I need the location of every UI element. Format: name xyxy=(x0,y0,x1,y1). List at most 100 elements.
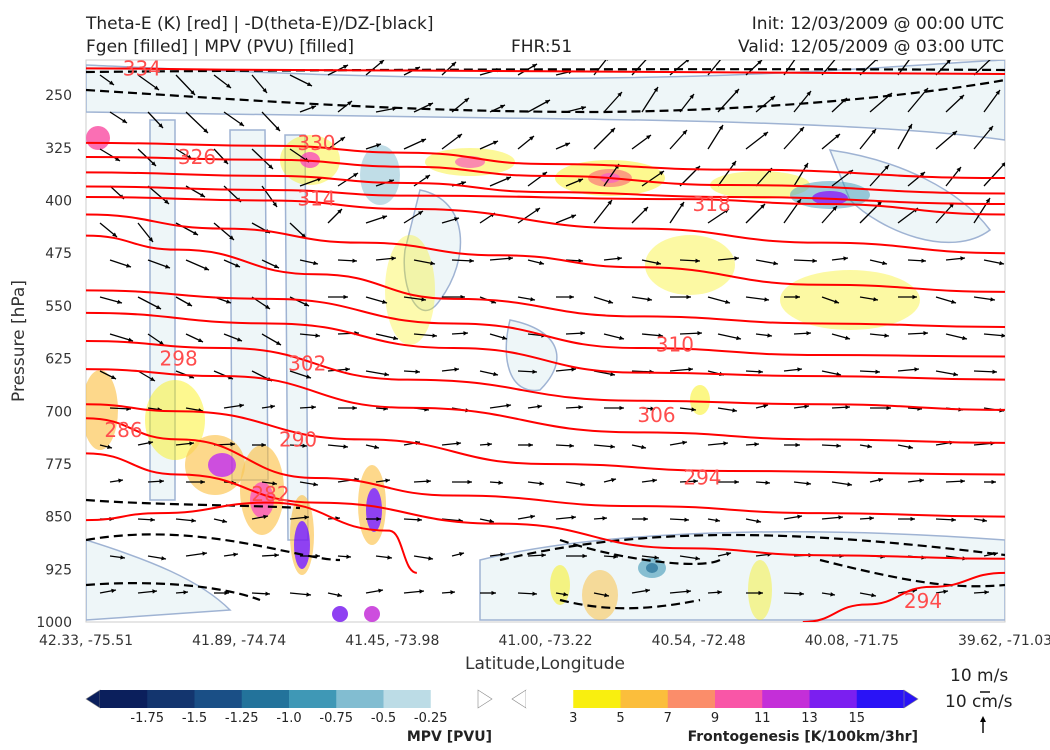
wind-vector-head xyxy=(237,337,242,342)
wind-vector-head xyxy=(882,260,887,266)
wind-vector-head xyxy=(563,592,568,597)
wind-vector-head xyxy=(419,589,424,594)
wind-vector xyxy=(593,199,613,224)
wind-vector-head xyxy=(923,88,928,93)
wind-reference-key: 10 m/s 10 cm/s xyxy=(945,666,1013,733)
wind-vector-head xyxy=(454,367,459,372)
colorbar-swatch xyxy=(620,690,669,708)
wind-vector-head xyxy=(313,260,318,266)
wind-vector xyxy=(973,60,991,76)
wind-vector-head xyxy=(313,482,318,487)
theta-e-contour-label: 298 xyxy=(160,347,198,371)
y-tick-label: 925 xyxy=(45,562,72,578)
wind-vector-head xyxy=(995,90,1000,95)
theta-e-contour-line xyxy=(86,340,1005,411)
colorbar-tick-label: -1.0 xyxy=(276,711,301,726)
wind-vector-head xyxy=(646,135,651,140)
wind-vector-head xyxy=(530,514,535,519)
wind-vector-head xyxy=(393,335,398,341)
x-tick-label: 40.08, -71.75 xyxy=(805,633,899,649)
wind-vector-head xyxy=(352,258,357,263)
wind-vector-head xyxy=(307,82,312,86)
wind-vector-head xyxy=(806,331,811,336)
wind-vector-head xyxy=(992,369,997,374)
theta-e-contour-line xyxy=(86,155,1005,195)
wind-vector-head xyxy=(875,369,880,374)
wind-vector-head xyxy=(763,132,768,137)
colorbar-tick-label: 7 xyxy=(664,711,672,726)
wind-vector-head xyxy=(725,299,730,304)
wind-vector-head xyxy=(532,369,537,374)
wind-vector-head xyxy=(794,55,798,60)
wind-vector xyxy=(859,60,877,76)
theta-e-contour-line xyxy=(86,501,418,574)
theta-e-contour-line xyxy=(86,67,1005,76)
wind-vector-head xyxy=(450,590,455,595)
colorbar-tick-label: -1.25 xyxy=(225,711,259,726)
wind-vector-head xyxy=(498,480,503,485)
wind-vector xyxy=(859,200,883,224)
wind-vector-head xyxy=(539,481,544,486)
wind-vector-head xyxy=(764,297,769,302)
wind-vector-head xyxy=(198,338,203,343)
wind-vector-head xyxy=(571,515,576,520)
theta-e-contour-label: 294 xyxy=(904,589,942,613)
wind-vector-head xyxy=(222,518,227,524)
wind-vector-head xyxy=(795,294,800,300)
wind-vector-head xyxy=(272,202,277,207)
wind-vector-head xyxy=(869,516,874,521)
wind-vector-head xyxy=(156,304,161,309)
wind-vector-head xyxy=(653,87,658,92)
colorbar-tick-label: 11 xyxy=(754,711,771,726)
x-tick-label: 42.33, -75.51 xyxy=(39,633,133,649)
y-tick-label: 625 xyxy=(45,352,72,368)
wind-vector-head xyxy=(306,592,311,597)
wind-vector-head xyxy=(464,98,469,103)
wind-vector-head xyxy=(122,118,127,123)
wind-vector-head xyxy=(643,207,648,212)
wind-vector xyxy=(973,125,994,150)
wind-vector-head xyxy=(306,374,311,379)
colorbar-swatch xyxy=(147,690,195,708)
wind-vector-head xyxy=(203,128,208,133)
theta-e-contour-line xyxy=(86,213,1005,293)
theta-e-contour-label: 286 xyxy=(104,418,142,442)
colorbar-tick-label: -1.5 xyxy=(182,711,207,726)
wind-vector-head xyxy=(202,551,207,556)
wind-vector-head xyxy=(645,588,650,593)
wind-vector-head xyxy=(387,555,392,560)
wind-vector-head xyxy=(493,140,498,145)
wind-vector-head xyxy=(830,592,835,597)
wind-vector-head xyxy=(610,444,615,449)
theta-e-contour-label: 294 xyxy=(683,465,721,489)
wind-vector-head xyxy=(107,444,112,450)
colorbar-tick-label: 9 xyxy=(711,711,719,726)
wind-vector-head xyxy=(799,127,804,132)
wind-vector-head xyxy=(580,482,585,487)
wind-vector-head xyxy=(985,198,990,203)
wind-vector-head xyxy=(871,593,876,598)
wind-vector-head xyxy=(164,199,169,204)
wind-vector-head xyxy=(652,478,657,483)
wind-vector-head xyxy=(491,590,496,596)
y-tick-label: 325 xyxy=(45,141,72,157)
wind-vector xyxy=(897,60,910,76)
wind-vectors xyxy=(99,55,1005,598)
wind-vector-head xyxy=(187,301,192,306)
theta-e-contour-line xyxy=(86,234,1005,328)
wind-vector-head xyxy=(867,444,872,449)
wind-vector-head xyxy=(461,181,466,186)
theta-e-contour-line xyxy=(86,171,1005,206)
wind-vector-head xyxy=(224,590,229,596)
wind-vector-head xyxy=(697,331,702,336)
wind-vector-head xyxy=(537,404,542,409)
wind-vector-head xyxy=(118,478,123,483)
wind-vector-head xyxy=(682,440,687,445)
wind-vector-head xyxy=(432,333,437,338)
wind-vector-head xyxy=(617,256,622,261)
wind-vector-head xyxy=(152,589,157,594)
wind-vector-head xyxy=(150,517,155,522)
wind-vector-head xyxy=(884,165,889,170)
wind-vector-head xyxy=(723,441,728,446)
wind-vector-head xyxy=(988,126,993,131)
